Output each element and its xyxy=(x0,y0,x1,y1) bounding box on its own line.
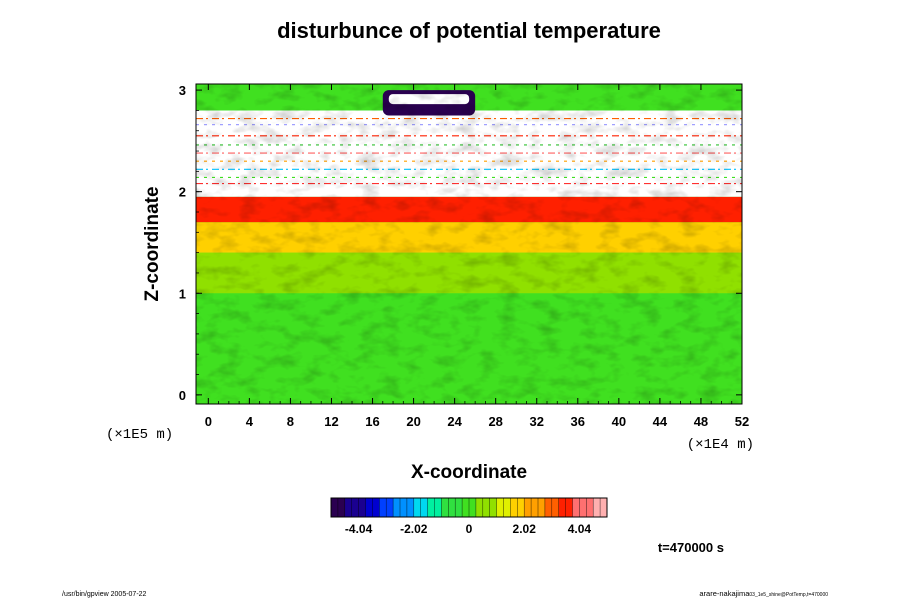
x-tick-label: 36 xyxy=(571,414,585,429)
time-label: t=470000 s xyxy=(658,540,724,555)
footer-right-main: arare-nakajima xyxy=(699,589,750,598)
footer-right: arare-nakajima03_1e5_shine@PotTemp,t=470… xyxy=(699,589,828,598)
colorbar-swatch xyxy=(544,498,553,517)
colorbar-swatch xyxy=(475,498,484,517)
y-tick-label: 2 xyxy=(179,185,186,200)
colorbar-swatch xyxy=(593,498,601,517)
colorbar-swatch xyxy=(489,498,497,517)
y-tick-label: 3 xyxy=(179,83,186,98)
x-tick-label: 20 xyxy=(406,414,420,429)
y-axis: 0 1 2 3 xyxy=(179,83,742,403)
colorbar-frame xyxy=(330,497,608,518)
heatmap-texture xyxy=(196,84,742,404)
colorbar-swatch xyxy=(551,498,560,517)
x-tick-label: 28 xyxy=(488,414,502,429)
x-axis-unit: (×1E4 m) xyxy=(687,437,754,453)
colorbar-swatch xyxy=(427,498,435,517)
x-tick-label: 4 xyxy=(246,414,254,429)
colorbar-swatch xyxy=(531,498,539,517)
x-tick-label: 32 xyxy=(530,414,544,429)
colorbar-swatch xyxy=(434,498,442,517)
x-tick-label: 48 xyxy=(694,414,708,429)
x-tick-label: 0 xyxy=(205,414,212,429)
plot-frame xyxy=(195,83,743,405)
colorbar-swatch xyxy=(372,498,380,517)
colorbar: -4.04 -2.02 0 2.02 4.04 xyxy=(330,497,608,536)
colorbar-swatch xyxy=(358,498,366,517)
colorbar-tick-label: 4.04 xyxy=(568,522,592,536)
colorbar-tick-label: -2.02 xyxy=(400,522,428,536)
colorbar-swatch xyxy=(413,498,422,517)
colorbar-swatch xyxy=(600,498,608,517)
colorbar-swatch xyxy=(517,498,525,517)
y-tick-label: 1 xyxy=(179,286,186,301)
colorbar-swatch xyxy=(365,498,373,517)
colorbar-tick-label: -4.04 xyxy=(345,522,373,536)
colorbar-swatch xyxy=(331,498,339,517)
colorbar-swatch xyxy=(386,498,394,517)
colorbar-swatch xyxy=(455,498,463,517)
colorbar-swatch xyxy=(482,498,491,517)
footer-right-small: 03_1e5_shine@PotTemp,t=470000 xyxy=(749,592,828,598)
y-axis-label: Z-coordinate xyxy=(142,186,163,301)
colorbar-swatch xyxy=(558,498,566,517)
colorbar-swatch xyxy=(565,498,573,517)
colorbar-tick-label: 0 xyxy=(466,522,473,536)
colorbar-swatch xyxy=(400,498,408,517)
footer-left: /usr/bin/gpview 2005-07-22 xyxy=(62,591,147,598)
colorbar-tick-label: 2.02 xyxy=(513,522,537,536)
colorbar-swatch xyxy=(448,498,456,517)
colorbar-swatch xyxy=(572,498,580,517)
y-tick-label: 0 xyxy=(179,388,186,403)
x-tick-label: 52 xyxy=(735,414,749,429)
colorbar-swatch xyxy=(586,498,594,517)
x-tick-label: 8 xyxy=(287,414,294,429)
colorbar-swatch xyxy=(379,498,387,517)
x-tick-label: 12 xyxy=(324,414,338,429)
colorbar-swatch xyxy=(496,498,504,517)
colorbar-swatch xyxy=(441,498,449,517)
colorbar-swatch xyxy=(393,498,401,517)
heatmap-area xyxy=(196,84,742,404)
x-axis-label: X-coordinate xyxy=(411,462,527,483)
x-tick-label: 16 xyxy=(365,414,379,429)
colorbar-swatch xyxy=(503,498,511,517)
colorbar-swatch xyxy=(579,498,587,517)
colorbar-swatch xyxy=(337,498,346,517)
colorbar-swatch xyxy=(524,498,532,517)
colorbar-swatch xyxy=(538,498,546,517)
x-axis: 0 4 8 12 16 20 24 28 32 36 40 44 48 52 xyxy=(205,84,749,429)
x-tick-label: 40 xyxy=(612,414,626,429)
colorbar-swatch xyxy=(420,498,428,517)
x-tick-label: 24 xyxy=(447,414,462,429)
x-tick-label: 44 xyxy=(653,414,668,429)
colorbar-swatch xyxy=(351,498,359,517)
colorbar-swatch xyxy=(469,498,477,517)
y-axis-unit: (×1E5 m) xyxy=(106,427,173,443)
colorbar-swatch xyxy=(406,498,415,517)
colorbar-swatch xyxy=(510,498,518,517)
chart-title: disturbunce of potential temperature xyxy=(277,18,661,43)
colorbar-swatch xyxy=(344,498,353,517)
colorbar-swatch xyxy=(462,498,470,517)
